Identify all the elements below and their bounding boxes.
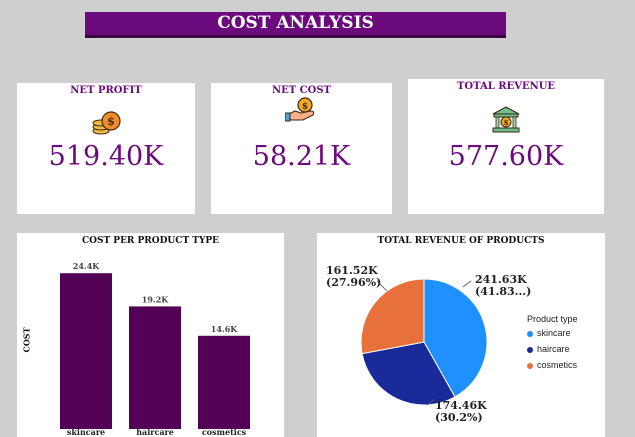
pie-chart: 241.63K (41.83...) 174.46K (30.2%) 161.52K (2…: [326, 264, 531, 424]
data-label: 14.6K: [211, 324, 238, 334]
bar-chart-card: COST PER PRODUCT TYPE COST 24.4K skincare…: [17, 233, 284, 437]
kpi-value: 58.21K: [252, 141, 351, 172]
legend-label: cosmetics: [537, 360, 578, 370]
kpi-label: NET PROFIT: [70, 85, 142, 96]
legend-label: haircare: [537, 344, 570, 354]
kpi-value: 577.60K: [448, 141, 564, 172]
x-tick-label: cosmetics: [202, 427, 247, 437]
svg-text:$: $: [107, 115, 115, 128]
legend-item-cosmetics[interactable]: cosmetics: [527, 360, 577, 370]
bar-chart: 24.4K skincare 19.2K haircare 14.6K cosmetics: [60, 261, 250, 437]
leader-line: [426, 398, 436, 406]
data-label: 241.63K (41.83...): [475, 273, 531, 298]
slice-haircare: [361, 341, 456, 406]
x-tick-label: haircare: [136, 427, 174, 437]
data-label: 19.2K: [142, 294, 169, 304]
legend-title: Product type: [527, 314, 578, 324]
pie-chart-card: TOTAL REVENUE OF PRODUCTS 241.63K (41.83.…: [317, 233, 605, 437]
svg-text:$: $: [504, 118, 509, 127]
legend-dot: [527, 330, 533, 337]
data-label: 174.46K (30.2%): [435, 399, 487, 424]
legend-dot: [527, 362, 533, 369]
slice-skincare: [423, 278, 488, 398]
coins-icon: $: [90, 109, 122, 140]
kpi-value: 519.40K: [48, 141, 164, 172]
data-label: 161.52K (27.96%): [326, 264, 381, 289]
kpi-card-net-profit[interactable]: NET PROFIT $ 519.40K: [17, 83, 195, 214]
legend-item-haircare[interactable]: haircare: [527, 344, 570, 354]
kpi-card-total-revenue[interactable]: TOTAL REVENUE $ 577.60K: [408, 79, 604, 214]
legend-item-skincare[interactable]: skincare: [527, 328, 571, 338]
chart-title: COST PER PRODUCT TYPE: [81, 236, 220, 246]
legend-label: skincare: [537, 328, 571, 338]
kpi-card-net-cost[interactable]: NET COST $ 58.21K: [211, 83, 392, 214]
leader-line: [462, 280, 472, 288]
bar-skincare: [60, 273, 112, 429]
page-title: COST ANALYSIS: [85, 12, 506, 38]
legend-dot: [527, 346, 533, 353]
bar-haircare: [129, 306, 181, 429]
kpi-label: NET COST: [271, 85, 332, 96]
leader-line: [376, 280, 388, 292]
data-label: 24.4K: [73, 261, 100, 271]
bank-icon: $: [491, 105, 521, 140]
x-tick-label: skincare: [67, 427, 105, 437]
svg-text:$: $: [301, 102, 307, 112]
slice-cosmetics: [360, 278, 425, 355]
chart-title: TOTAL REVENUE OF PRODUCTS: [377, 236, 545, 246]
hand-coin-icon: $: [284, 97, 319, 128]
kpi-label: TOTAL REVENUE: [456, 81, 556, 92]
bar-cosmetics: [198, 335, 250, 429]
